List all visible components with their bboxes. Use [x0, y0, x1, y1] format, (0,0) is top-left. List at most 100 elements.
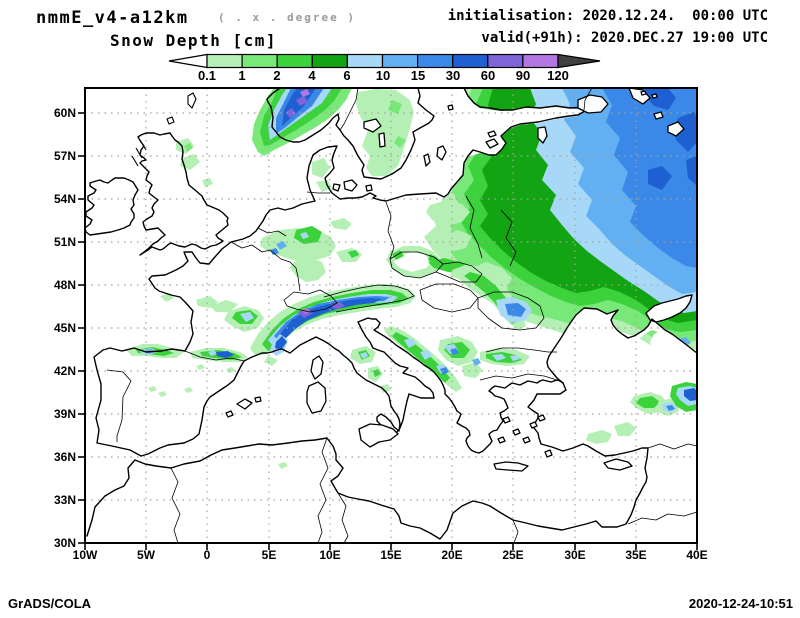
country-borders — [106, 87, 698, 544]
snow-fill-massif-paleblue — [240, 312, 254, 322]
lat-label: 57N — [54, 149, 76, 163]
snow-fill-iberia-dot — [226, 367, 235, 373]
snow-fill-ne-darkblue-patch — [674, 112, 697, 152]
lat-lon-gridlines — [85, 88, 697, 543]
coast-scandinavia — [266, 87, 435, 180]
grads-cola-credit: GrADS/COLA — [8, 596, 92, 611]
colorbar-labels: 0.1 1 2 4 6 10 15 30 60 90 120 — [198, 68, 569, 83]
coast-finland-south — [463, 87, 586, 111]
colorbar-label: 10 — [376, 68, 390, 83]
snow-fill-france-pale — [210, 300, 238, 312]
snow-fill-poland-patch — [438, 230, 472, 252]
colorbar-box — [276, 53, 313, 69]
gotland-island — [436, 145, 447, 161]
snow-fill-ne-darkblue-patch — [686, 156, 697, 186]
snow-fill-dinaric-blue — [440, 367, 449, 375]
snow-fill-rhodope-blue — [472, 358, 481, 366]
coast-mediterranean-north — [140, 317, 564, 457]
lon-label: 10E — [319, 548, 340, 562]
border-switzerland — [283, 289, 338, 313]
snow-fill-norway-orchid — [300, 89, 310, 97]
border-germany-denmark — [306, 191, 330, 194]
border-romania — [477, 291, 545, 331]
border-hungary — [419, 283, 479, 313]
snow-fill-poland-patch — [426, 200, 470, 226]
coast-sea-of-azov — [645, 294, 693, 323]
lat-axis-labels: 60N 57N 54N 51N 48N 45N 42N 39N 36N 33N … — [54, 106, 76, 550]
aegean-islands — [497, 414, 546, 444]
colorbar: 0.1 1 2 4 6 10 15 30 60 90 120 — [168, 53, 601, 83]
islands-and-lakes — [225, 87, 685, 472]
snow-fill-tuscany-paleblue — [360, 352, 368, 359]
colorbar-label: 30 — [446, 68, 460, 83]
colorbar-label: 120 — [547, 68, 569, 83]
colorbar-box — [417, 53, 454, 69]
snow-fill-iberia-dot — [196, 364, 205, 370]
lon-label: 15E — [380, 548, 401, 562]
lon-label: 40E — [686, 548, 707, 562]
cyprus-island — [603, 458, 633, 471]
lat-label: 48N — [54, 278, 76, 292]
rhodes-island — [544, 449, 553, 458]
lon-label: 5E — [262, 548, 277, 562]
snow-fill-czech-core-white — [394, 252, 432, 272]
footer: GrADS/COLA 2020-12-24-10:51 — [8, 596, 793, 611]
snow-fill-scotland-green — [184, 143, 193, 152]
snow-fill-france-pale — [196, 296, 218, 308]
lon-label: 25E — [502, 548, 523, 562]
snow-fill-apennine-pale — [380, 384, 391, 393]
colorbar-box — [381, 53, 419, 69]
border-morocco-algeria — [170, 467, 181, 544]
snow-fill-turkey-pale — [614, 422, 636, 436]
snow-fill-carpathians-blue — [505, 303, 526, 317]
coastlines — [84, 87, 698, 540]
snow-fill-turkey-green — [636, 396, 660, 408]
border-belarus-ukraine — [500, 209, 517, 267]
shetland-island — [166, 92, 197, 125]
coast-ireland — [84, 177, 139, 236]
colorbar-box — [311, 53, 348, 69]
snow-fill-eastturkey-darkblue — [684, 388, 697, 401]
border-turkey-syria — [647, 443, 698, 450]
border-belgium-netherlands — [257, 227, 287, 237]
colorbar-box — [522, 53, 559, 69]
colorbar-label: 4 — [308, 68, 316, 83]
snow-fill-sweden — [356, 89, 414, 176]
mallorca-island — [236, 398, 253, 410]
corsica-island — [310, 355, 324, 380]
snow-fill-alps-purple — [330, 302, 345, 310]
colorbar-label: 15 — [411, 68, 425, 83]
snow-fill-rhodope-pale — [462, 362, 482, 378]
baltic-sea — [347, 88, 584, 202]
snow-fill-sweden-green — [394, 136, 406, 148]
snow-fill-pyrenees-darkblue — [216, 351, 234, 358]
snow-fill-bulgaria-paleblue — [510, 355, 520, 361]
border-slovakia — [435, 261, 483, 283]
colorbar-box — [241, 53, 278, 69]
crete-island — [493, 461, 529, 472]
snow-fill-germany-green — [348, 250, 359, 258]
lat-label: 30N — [54, 536, 76, 550]
snow-fill-germany-paleblue — [300, 232, 309, 239]
black-sea — [547, 308, 697, 383]
colorbar-overflow-arrow — [557, 53, 601, 69]
northeast-islets — [640, 90, 658, 99]
border-norway-sweden — [339, 87, 359, 131]
hebrides-islands — [131, 139, 147, 167]
colorbar-label: 90 — [516, 68, 530, 83]
colorbar-box — [346, 53, 384, 69]
snow-fill-germany-green — [294, 226, 322, 244]
initialisation-time: initialisation: 2020.12.24. 00:00 UTC — [448, 8, 768, 24]
colorbar-label: 60 — [481, 68, 495, 83]
coast-great-britain — [137, 132, 229, 256]
snow-fill-iberia-dot — [184, 387, 193, 393]
lon-label: 10W — [73, 548, 98, 562]
snow-fill-serbia-blue — [450, 348, 459, 355]
colorbar-box — [206, 53, 243, 69]
snow-fill-bulgaria-paleblue — [492, 354, 506, 361]
snow-fill-dinaric-paleblue — [404, 338, 416, 348]
snow-fill-alps-green — [262, 290, 408, 351]
coast-atlantic-europe — [93, 110, 586, 457]
